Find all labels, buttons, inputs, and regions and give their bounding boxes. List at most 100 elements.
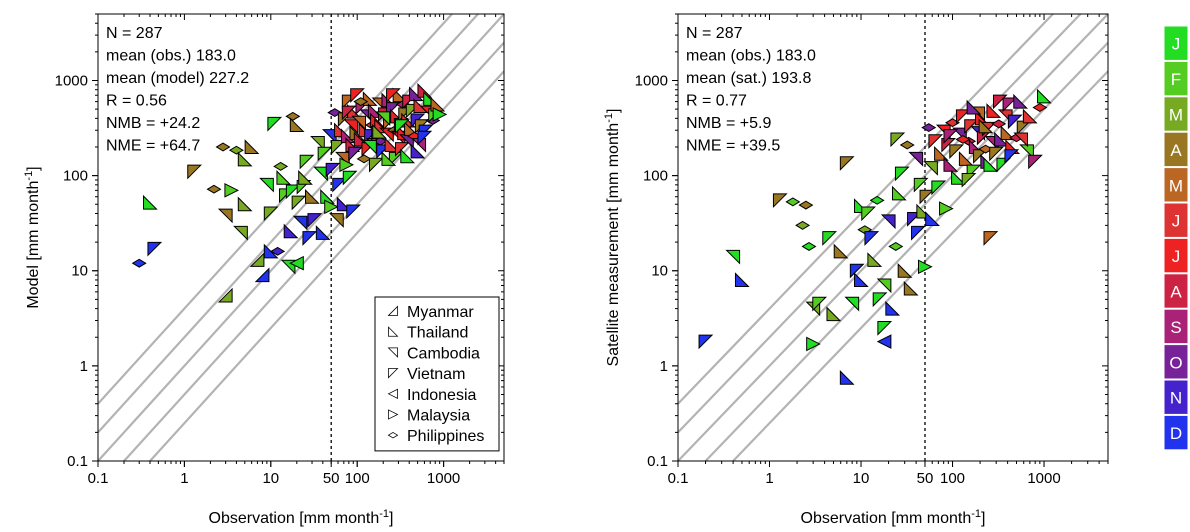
scatter-point bbox=[698, 334, 714, 350]
scatter-point bbox=[410, 143, 426, 159]
statistics-text: N = 287 mean (obs.) 183.0 mean (sat.) 193.… bbox=[686, 25, 816, 155]
scatter-point bbox=[772, 193, 788, 209]
scatter-point bbox=[917, 259, 933, 275]
scatter-point bbox=[187, 164, 202, 180]
x-tick-label: 1 bbox=[765, 470, 773, 487]
scatter-point bbox=[928, 134, 944, 149]
x-axis-ticks: 0.1 1 10 50 100 1000 bbox=[88, 14, 505, 487]
scatter-point bbox=[341, 94, 357, 110]
data-points bbox=[131, 83, 448, 303]
model-vs-observation-panel: 0.1 1 10 50 100 1000 0.1 1 10 100 1000 Observatio… bbox=[23, 13, 505, 527]
scatter-point bbox=[1013, 132, 1028, 148]
scatter-point bbox=[254, 267, 270, 283]
scatter-point bbox=[217, 208, 233, 224]
scatter-point bbox=[911, 225, 926, 241]
reference-line-4-to-1 bbox=[149, 70, 505, 462]
country-legend: Myanmar Thailand Cambodia Vietnam Indonesia M… bbox=[374, 296, 500, 452]
y-axis-ticks: 0.1 1 10 100 1000 bbox=[635, 13, 1108, 470]
scatter-point bbox=[806, 336, 821, 352]
scatter-point bbox=[826, 306, 842, 322]
scatter-point bbox=[217, 287, 233, 303]
scatter-point bbox=[298, 170, 313, 185]
scatter-point bbox=[1004, 149, 1020, 164]
month-swatch bbox=[1163, 96, 1189, 132]
stat-line: mean (obs.) 183.0 bbox=[686, 48, 816, 65]
scatter-point bbox=[961, 172, 977, 188]
scatter-point bbox=[839, 370, 855, 385]
reference-line-1-to-2 bbox=[97, 13, 479, 434]
scatter-point bbox=[986, 103, 1002, 118]
legend-label: Myanmar bbox=[407, 304, 474, 321]
scatter-point bbox=[864, 231, 880, 246]
scatter-point bbox=[880, 214, 896, 230]
scatter-point bbox=[331, 139, 346, 155]
reference-line-1-to-1 bbox=[97, 13, 505, 462]
scatter-point bbox=[1032, 103, 1048, 112]
scatter-point bbox=[147, 241, 163, 257]
scatter-point bbox=[798, 200, 814, 210]
y-tick-label: 1 bbox=[660, 358, 668, 375]
legend-marker bbox=[387, 432, 399, 439]
legend-label: Malaysia bbox=[407, 408, 470, 425]
legend-marker bbox=[388, 368, 399, 379]
stat-line: R = 0.77 bbox=[686, 93, 747, 110]
month-label: J bbox=[1172, 247, 1181, 266]
reference-line-2-to-1 bbox=[704, 41, 1109, 462]
scatter-point bbox=[876, 278, 892, 294]
scatter-point bbox=[888, 241, 904, 251]
scatter-point bbox=[348, 146, 363, 162]
scatter-point bbox=[844, 296, 860, 312]
scatter-point bbox=[951, 170, 966, 185]
scatter-point bbox=[955, 109, 971, 125]
month-swatch bbox=[1163, 167, 1189, 203]
scatter-point bbox=[285, 184, 301, 200]
scatter-point bbox=[812, 296, 828, 312]
month-label: A bbox=[1170, 141, 1182, 160]
x-axis-label: Observation [mm month-1] bbox=[801, 508, 986, 527]
scatter-point bbox=[384, 137, 400, 152]
scatter-point bbox=[1028, 154, 1043, 170]
month-label: J bbox=[1172, 35, 1181, 54]
scatter-point bbox=[925, 211, 940, 226]
scatter-point bbox=[966, 99, 982, 115]
scatter-point bbox=[1037, 88, 1052, 104]
y-tick-label: 10 bbox=[71, 263, 88, 280]
stat-line: NMB = +5.9 bbox=[686, 115, 771, 132]
scatter-point bbox=[341, 105, 357, 121]
scatter-point bbox=[224, 183, 240, 198]
scatter-point bbox=[854, 272, 869, 287]
legend-label: Indonesia bbox=[407, 387, 476, 404]
scatter-point bbox=[215, 142, 231, 152]
legend-label: Cambodia bbox=[407, 345, 480, 362]
scatter-point bbox=[346, 204, 361, 220]
month-swatch bbox=[1163, 344, 1189, 380]
scatter-point bbox=[305, 189, 320, 204]
scatter-point bbox=[983, 231, 999, 246]
legend-label: Philippines bbox=[407, 428, 484, 445]
month-swatch bbox=[1163, 414, 1189, 451]
scatter-point bbox=[291, 195, 307, 211]
stat-line: NMB = +24.2 bbox=[106, 115, 200, 132]
y-tick-label: 0.1 bbox=[67, 453, 88, 470]
scatter-point bbox=[206, 184, 222, 194]
scatter-point bbox=[955, 134, 971, 144]
y-tick-label: 10 bbox=[651, 263, 668, 280]
scatter-point bbox=[867, 252, 883, 267]
y-tick-label: 0.1 bbox=[647, 453, 668, 470]
scatter-point bbox=[339, 157, 355, 173]
scatter-point bbox=[725, 249, 741, 265]
scatter-point bbox=[249, 252, 265, 267]
stat-line: NME = +64.7 bbox=[106, 138, 200, 155]
x-tick-label: 10 bbox=[853, 470, 870, 487]
legend-box bbox=[374, 296, 500, 452]
x-tick-label: 1000 bbox=[1027, 470, 1060, 487]
scatter-point bbox=[237, 151, 253, 167]
scatter-point bbox=[362, 139, 377, 155]
scatter-point bbox=[885, 300, 901, 316]
legend-marker bbox=[388, 326, 399, 337]
stat-line: mean (sat.) 193.8 bbox=[686, 70, 812, 87]
scatter-point bbox=[299, 154, 315, 170]
x-tick-label: 50 bbox=[323, 470, 340, 487]
scatter-point bbox=[943, 129, 959, 144]
